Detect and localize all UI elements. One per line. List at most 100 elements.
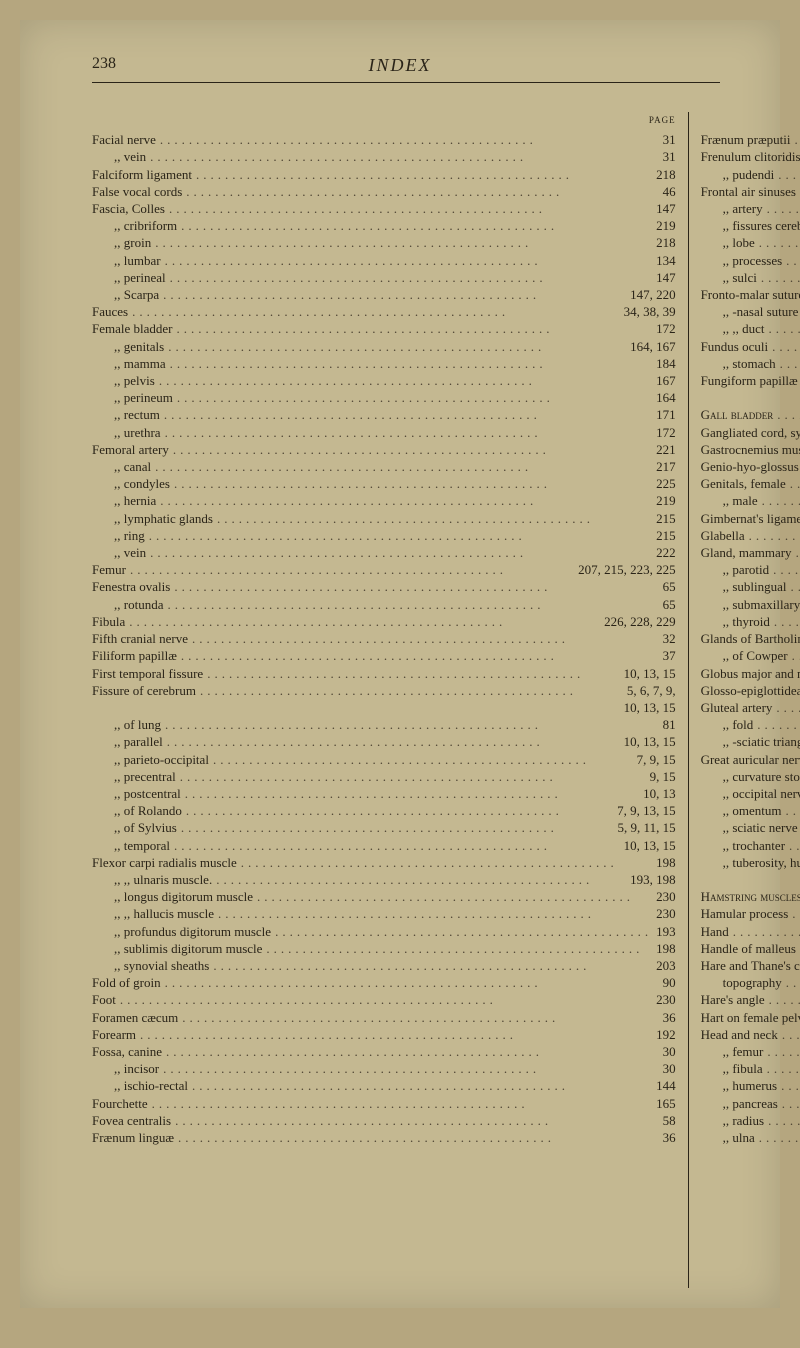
index-entry: ,, ring215 xyxy=(92,527,676,544)
index-entry: ,, artery4 xyxy=(701,200,800,217)
index-entry: ,, lymphatic glands215 xyxy=(92,510,676,527)
index-page-ref: 198 xyxy=(656,940,676,957)
leader-dots xyxy=(146,544,656,561)
leader-dots xyxy=(145,527,656,544)
leader-dots xyxy=(126,561,578,578)
index-entry: Gastrocnemius muscle227 xyxy=(701,441,800,458)
index-term: ,, thyroid xyxy=(723,613,770,630)
leader-dots xyxy=(262,940,656,957)
index-term: ,, mamma xyxy=(114,355,166,372)
index-term: ,, fibula xyxy=(723,1060,763,1077)
leader-dots xyxy=(770,613,800,630)
index-page-ref: 230 xyxy=(656,991,676,1008)
index-entry: ,, ,, ulnaris muscle.193, 198 xyxy=(92,871,676,888)
index-page-ref: 221 xyxy=(656,441,676,458)
leader-dots xyxy=(174,1129,663,1146)
index-term: ,, longus digitorum muscle xyxy=(114,888,253,905)
index-term: ,, urethra xyxy=(114,424,161,441)
leader-dots xyxy=(764,320,800,337)
index-term: ,, condyles xyxy=(114,475,170,492)
index-entry: Gimbernat's ligament92, 215, 217 xyxy=(701,510,800,527)
index-entry: Falciform ligament218 xyxy=(92,166,676,183)
index-term: ,, vein xyxy=(114,148,146,165)
index-page-ref: 144 xyxy=(656,1077,676,1094)
index-entry: ,, ulna197 xyxy=(701,1129,800,1146)
index-page-ref: 90 xyxy=(663,974,676,991)
index-term: Glabella xyxy=(701,527,745,544)
index-entry: ,, longus digitorum muscle230 xyxy=(92,888,676,905)
index-entry: ,, curvature stomach105 xyxy=(701,768,800,785)
leader-dots xyxy=(781,802,800,819)
index-term: First temporal fissure xyxy=(92,665,203,682)
index-entry: ,, of Sylvius5, 9, 11, 15 xyxy=(92,819,676,836)
leader-dots xyxy=(151,234,656,251)
index-entry: Forearm192 xyxy=(92,1026,676,1043)
leader-dots xyxy=(786,475,800,492)
leader-dots xyxy=(796,940,800,957)
leader-dots xyxy=(778,1095,800,1112)
index-term: ,, occipital nerve xyxy=(723,785,800,802)
index-entry: ,, femur215 xyxy=(701,1043,800,1060)
index-page-ref: 207, 215, 223, 225 xyxy=(578,561,676,578)
index-page-ref: 134 xyxy=(656,252,676,269)
index-entry: ,, lobe15 xyxy=(701,234,800,251)
index-entry: Head and neck1 xyxy=(701,1026,800,1043)
leader-dots xyxy=(772,699,800,716)
index-term: ,, ,, ulnaris muscle. xyxy=(114,871,212,888)
index-term: ,, hernia xyxy=(114,492,156,509)
index-entry: Frænum præputii153 xyxy=(701,131,800,148)
index-entry: Foot 230 xyxy=(92,991,676,1008)
index-page-ref: 226, 228, 229 xyxy=(604,613,676,630)
index-entry: Gland, mammary184 xyxy=(701,544,800,561)
index-term: ,, curvature stomach xyxy=(723,768,800,785)
index-term: Foot xyxy=(92,991,116,1008)
leader-dots xyxy=(209,957,656,974)
index-term: ,, humerus xyxy=(723,1077,778,1094)
index-term: Frenulum clitoridis xyxy=(701,148,800,165)
index-entry: Fascia, Colles147 xyxy=(92,200,676,217)
index-entry: ,, ,, duct48 xyxy=(701,320,800,337)
index-page-ref: 219 xyxy=(656,217,676,234)
index-entry: ,, ischio-rectal144 xyxy=(92,1077,676,1094)
leader-dots xyxy=(166,355,656,372)
leader-dots xyxy=(253,888,656,905)
index-entry: Fauces34, 38, 39 xyxy=(92,303,676,320)
index-term: Femur xyxy=(92,561,126,578)
leader-dots xyxy=(237,854,656,871)
index-entry: topography7 xyxy=(701,974,800,991)
leader-dots xyxy=(745,527,800,544)
index-entry: ,, sublimis digitorum muscle198 xyxy=(92,940,676,957)
index-term: ,, pancreas xyxy=(723,1095,778,1112)
index-page-ref: 10, 13 xyxy=(643,785,676,802)
index-term: Genio-hyo-glossus muscle xyxy=(701,458,800,475)
index-page-ref: 217 xyxy=(656,458,676,475)
leader-dots xyxy=(156,492,656,509)
leader-dots xyxy=(765,991,800,1008)
index-term: Hamstring muscles xyxy=(701,888,800,905)
leader-dots xyxy=(128,303,623,320)
leader-dots xyxy=(203,665,623,682)
leader-dots xyxy=(116,991,656,1008)
index-term: Hare's angle xyxy=(701,991,765,1008)
leader-dots xyxy=(155,372,656,389)
leader-dots xyxy=(763,200,800,217)
index-entry: ,, fissures cerebrum9 xyxy=(701,217,800,234)
index-entry: Facial nerve31 xyxy=(92,131,676,148)
leader-dots xyxy=(196,682,627,699)
leader-dots xyxy=(763,1060,800,1077)
index-entry: ,, sublingual36 xyxy=(701,578,800,595)
index-entry: ,, humerus179 xyxy=(701,1077,800,1094)
index-entry: Flexor carpi radialis muscle198 xyxy=(92,854,676,871)
index-entry: ,, parieto-occipital7, 9, 15 xyxy=(92,751,676,768)
index-entry: First temporal fissure10, 13, 15 xyxy=(92,665,676,682)
index-entry: ,, male153 xyxy=(701,492,800,509)
index-page-ref: 7, 9, 13, 15 xyxy=(617,802,676,819)
leader-dots xyxy=(166,269,656,286)
index-term: ,, processes xyxy=(723,252,783,269)
index-entry: ,, pancreas117 xyxy=(701,1095,800,1112)
index-term: ,, canal xyxy=(114,458,151,475)
index-term: Fovea centralis xyxy=(92,1112,171,1129)
index-entry: ,, vein31 xyxy=(92,148,676,165)
index-entry: ,, omentum114 xyxy=(701,802,800,819)
leader-dots xyxy=(769,561,800,578)
